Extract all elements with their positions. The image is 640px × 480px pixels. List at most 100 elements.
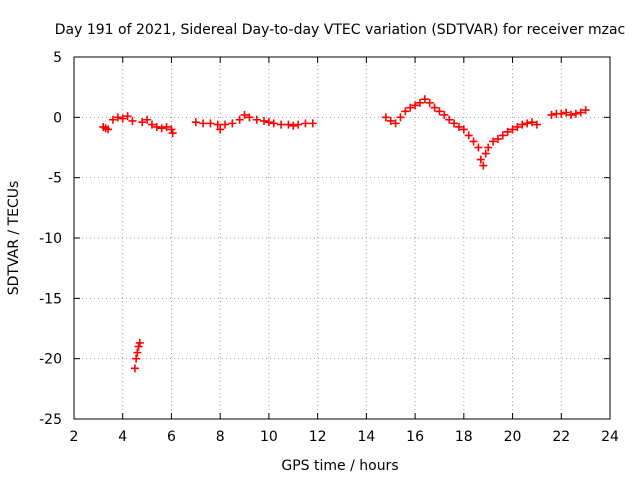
x-tick-label: 14 (357, 429, 375, 445)
data-point (532, 120, 541, 129)
data-point (199, 119, 208, 128)
y-tick-label: 5 (53, 50, 62, 66)
x-tick-label: 24 (601, 429, 619, 445)
data-point (289, 121, 298, 130)
data-point (386, 116, 395, 125)
data-point (157, 124, 166, 133)
data-point (245, 113, 254, 122)
y-tick-label: -10 (39, 231, 62, 247)
x-tick-label: 22 (552, 429, 570, 445)
data-point (430, 103, 439, 112)
data-point (104, 125, 113, 134)
data-point (191, 118, 200, 127)
data-point (425, 98, 434, 107)
data-point (445, 115, 454, 124)
data-point (391, 119, 400, 128)
data-point (260, 116, 269, 125)
data-point (406, 103, 415, 112)
data-point (440, 110, 449, 119)
data-point (113, 113, 122, 122)
data-point (464, 131, 473, 140)
data-point (381, 113, 390, 122)
data-point (152, 122, 161, 131)
data-point (435, 107, 444, 116)
data-point (138, 118, 147, 127)
data-point (294, 120, 303, 129)
data-point (523, 119, 532, 128)
data-point (508, 125, 517, 134)
data-point (118, 114, 127, 123)
x-tick-label: 10 (260, 429, 278, 445)
y-tick-label: -25 (39, 412, 62, 428)
data-point (168, 129, 177, 138)
data-point (528, 118, 537, 127)
data-point (489, 137, 498, 146)
y-tick-label: -15 (39, 291, 62, 307)
data-point (269, 119, 278, 128)
data-point (567, 110, 576, 119)
data-point (571, 109, 580, 118)
data-point (143, 115, 152, 124)
data-point (562, 108, 571, 117)
data-point (513, 122, 522, 131)
data-point (134, 342, 143, 351)
data-point (301, 119, 310, 128)
plot-frame (73, 56, 611, 420)
data-point (216, 125, 225, 134)
x-axis-label: GPS time / hours (281, 458, 398, 474)
data-point (135, 338, 144, 347)
data-point (108, 115, 117, 124)
x-tick-label: 2 (70, 429, 79, 445)
data-point (147, 120, 156, 129)
data-point (252, 115, 261, 124)
x-tick-label: 8 (216, 429, 225, 445)
data-point (411, 101, 420, 110)
data-point (450, 119, 459, 128)
data-point (498, 131, 507, 140)
data-point (415, 98, 424, 107)
data-point (493, 135, 502, 144)
y-tick-label: 0 (53, 110, 62, 126)
grid-lines (74, 57, 610, 419)
data-point (213, 120, 222, 129)
data-point (308, 119, 317, 128)
x-tick-label: 6 (167, 429, 176, 445)
data-point (277, 120, 286, 129)
data-point (576, 108, 585, 117)
data-point (284, 120, 293, 129)
data-point (235, 115, 244, 124)
data-point (581, 106, 590, 115)
data-points (99, 95, 590, 373)
y-axis-label: SDTVAR / TECUs (6, 181, 22, 296)
data-point (396, 113, 405, 122)
x-tick-label: 12 (309, 429, 327, 445)
data-point (454, 122, 463, 131)
data-point (459, 125, 468, 134)
data-point (221, 120, 230, 129)
y-tick-label: -20 (39, 352, 62, 368)
x-tick-label: 18 (455, 429, 473, 445)
data-point (132, 354, 141, 363)
data-point (476, 155, 485, 164)
data-point (264, 118, 273, 127)
x-tick-label: 16 (406, 429, 424, 445)
data-point (133, 348, 142, 357)
data-point (240, 110, 249, 119)
y-tick-label: -5 (48, 171, 62, 187)
x-tick-label: 4 (118, 429, 127, 445)
data-point (206, 119, 215, 128)
data-point (401, 107, 410, 116)
data-point (128, 116, 137, 125)
data-point (469, 137, 478, 146)
x-tick-label: 20 (504, 429, 522, 445)
data-point (481, 149, 490, 158)
data-point (123, 112, 132, 121)
data-point (474, 143, 483, 152)
data-point (557, 109, 566, 118)
data-point (162, 122, 171, 131)
data-point (228, 119, 237, 128)
data-point (479, 161, 488, 170)
data-point (167, 125, 176, 134)
